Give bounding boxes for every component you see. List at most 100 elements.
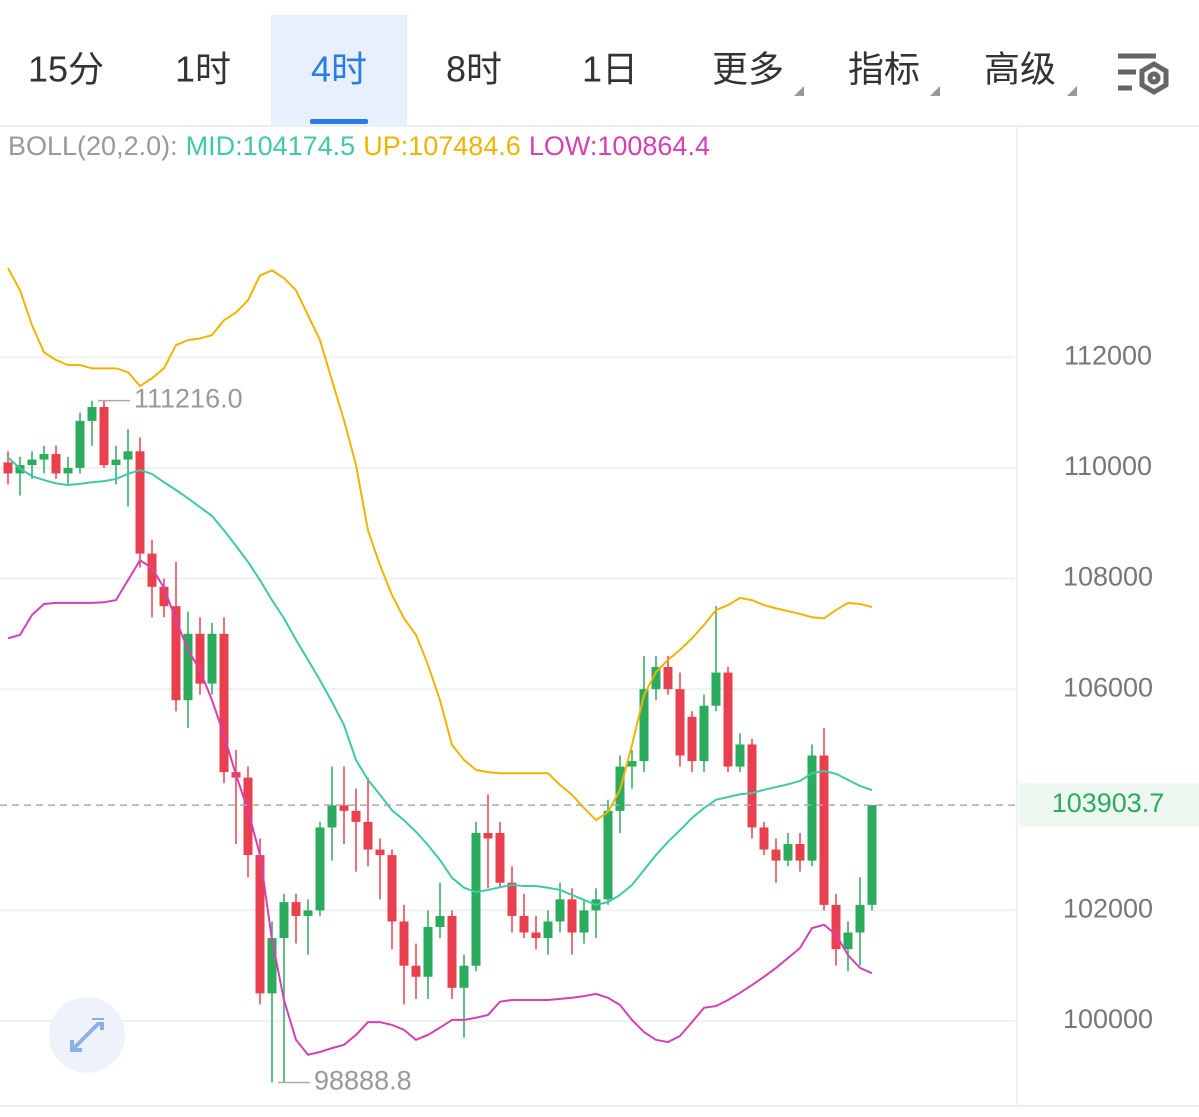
candle-body (291, 902, 301, 916)
tab[interactable]: 8时 (446, 49, 502, 90)
candle-body (195, 633, 205, 684)
candle-body (867, 805, 877, 905)
candle-body (471, 832, 481, 966)
candle-body (435, 915, 445, 927)
candle-body (147, 553, 157, 587)
candle-body (27, 459, 37, 466)
candle-body (687, 716, 697, 762)
last-price-label: 103903.7 (1052, 788, 1165, 818)
candle-body (543, 921, 553, 939)
candle-body (603, 810, 613, 900)
candle-body (699, 705, 709, 762)
candle-body (183, 633, 193, 701)
candle-body (555, 899, 565, 922)
indicator-label: BOLL(20,2.0): (8, 131, 178, 161)
candle-body (759, 827, 769, 850)
candle-body (675, 689, 685, 756)
candle-body (279, 902, 289, 939)
candle-body (447, 915, 457, 988)
candle-body (651, 667, 661, 690)
candle-body (639, 689, 649, 762)
candle-body (819, 755, 829, 905)
candle-body (711, 672, 721, 706)
candle-body (243, 777, 253, 856)
candle-body (351, 810, 361, 822)
candle-body (123, 451, 133, 460)
candle-body (315, 827, 325, 911)
candle-body (399, 921, 409, 966)
annotation-label: 98888.8 (314, 1066, 412, 1096)
legend-entry: LOW:100864.4 (529, 131, 710, 161)
candle-body (795, 844, 805, 861)
candle-body (87, 407, 97, 421)
candle-body (111, 459, 121, 466)
dropdown-caret (1067, 86, 1077, 96)
candle-body (63, 467, 73, 474)
tab[interactable]: 15分 (28, 49, 104, 90)
tab-selected-bg (271, 15, 407, 125)
candle-body (411, 965, 421, 977)
candle-body (39, 454, 49, 460)
settings-icon[interactable] (1118, 53, 1169, 95)
tab[interactable]: 1日 (582, 49, 638, 90)
candle-body (75, 420, 85, 468)
last-price-box (1019, 783, 1199, 828)
candle-body (171, 606, 181, 701)
candle-body (519, 915, 529, 933)
tab[interactable]: 1时 (175, 49, 231, 90)
candle-body (159, 586, 169, 607)
candle-body (267, 938, 277, 994)
y-tick-label: 102000 (1063, 894, 1153, 924)
candle-body (663, 667, 673, 690)
candle-body (135, 451, 145, 554)
tab-indicator (310, 119, 368, 124)
candle-body (495, 832, 505, 883)
annotation-label: 111216.0 (134, 384, 243, 414)
candle-body (747, 744, 757, 828)
candle-body (51, 454, 61, 474)
tab[interactable]: 4时 (311, 49, 367, 90)
candle-body (531, 932, 541, 939)
boll-line (7, 267, 873, 822)
tab[interactable]: 高级 (984, 49, 1056, 90)
candle-body (771, 849, 781, 861)
indicator-legend: BOLL(20,2.0): MID:104174.5 UP:107484.6 LOW:… (8, 131, 710, 161)
candle-body (303, 910, 313, 916)
candle-body (831, 904, 841, 950)
candle-body (627, 761, 637, 767)
boll-line (7, 456, 873, 906)
candle-body (339, 805, 349, 811)
y-tick-label: 112000 (1064, 340, 1152, 370)
candle-body (207, 633, 217, 684)
y-tick-label: 106000 (1063, 672, 1153, 702)
candle-body (567, 899, 577, 933)
candle-body (387, 855, 397, 922)
candle-body (219, 633, 229, 773)
candle-body (3, 462, 13, 474)
boll-line (7, 558, 873, 1056)
y-tick-label: 110000 (1064, 451, 1152, 481)
tab[interactable]: 指标 (848, 49, 920, 90)
tab[interactable]: 更多 (712, 49, 784, 90)
candle-body (783, 844, 793, 861)
candle-body (579, 910, 589, 933)
legend-entry: UP:107484.6 (363, 131, 521, 161)
candle-body (807, 755, 817, 861)
candle-body (483, 832, 493, 839)
candle-body (327, 805, 337, 828)
candle-body (843, 932, 853, 950)
legend-entry: MID:104174.5 (186, 131, 356, 161)
candle-body (375, 849, 385, 856)
candle-body (855, 904, 865, 933)
candle-body (507, 882, 517, 916)
candle-body (735, 744, 745, 767)
dropdown-caret (794, 86, 804, 96)
candle-body (99, 407, 109, 466)
candle-body (423, 926, 433, 977)
candle-body (459, 965, 469, 988)
expand-button[interactable] (49, 997, 125, 1073)
dropdown-caret (930, 86, 940, 96)
candle-body (723, 672, 733, 767)
y-tick-label: 108000 (1063, 562, 1153, 592)
